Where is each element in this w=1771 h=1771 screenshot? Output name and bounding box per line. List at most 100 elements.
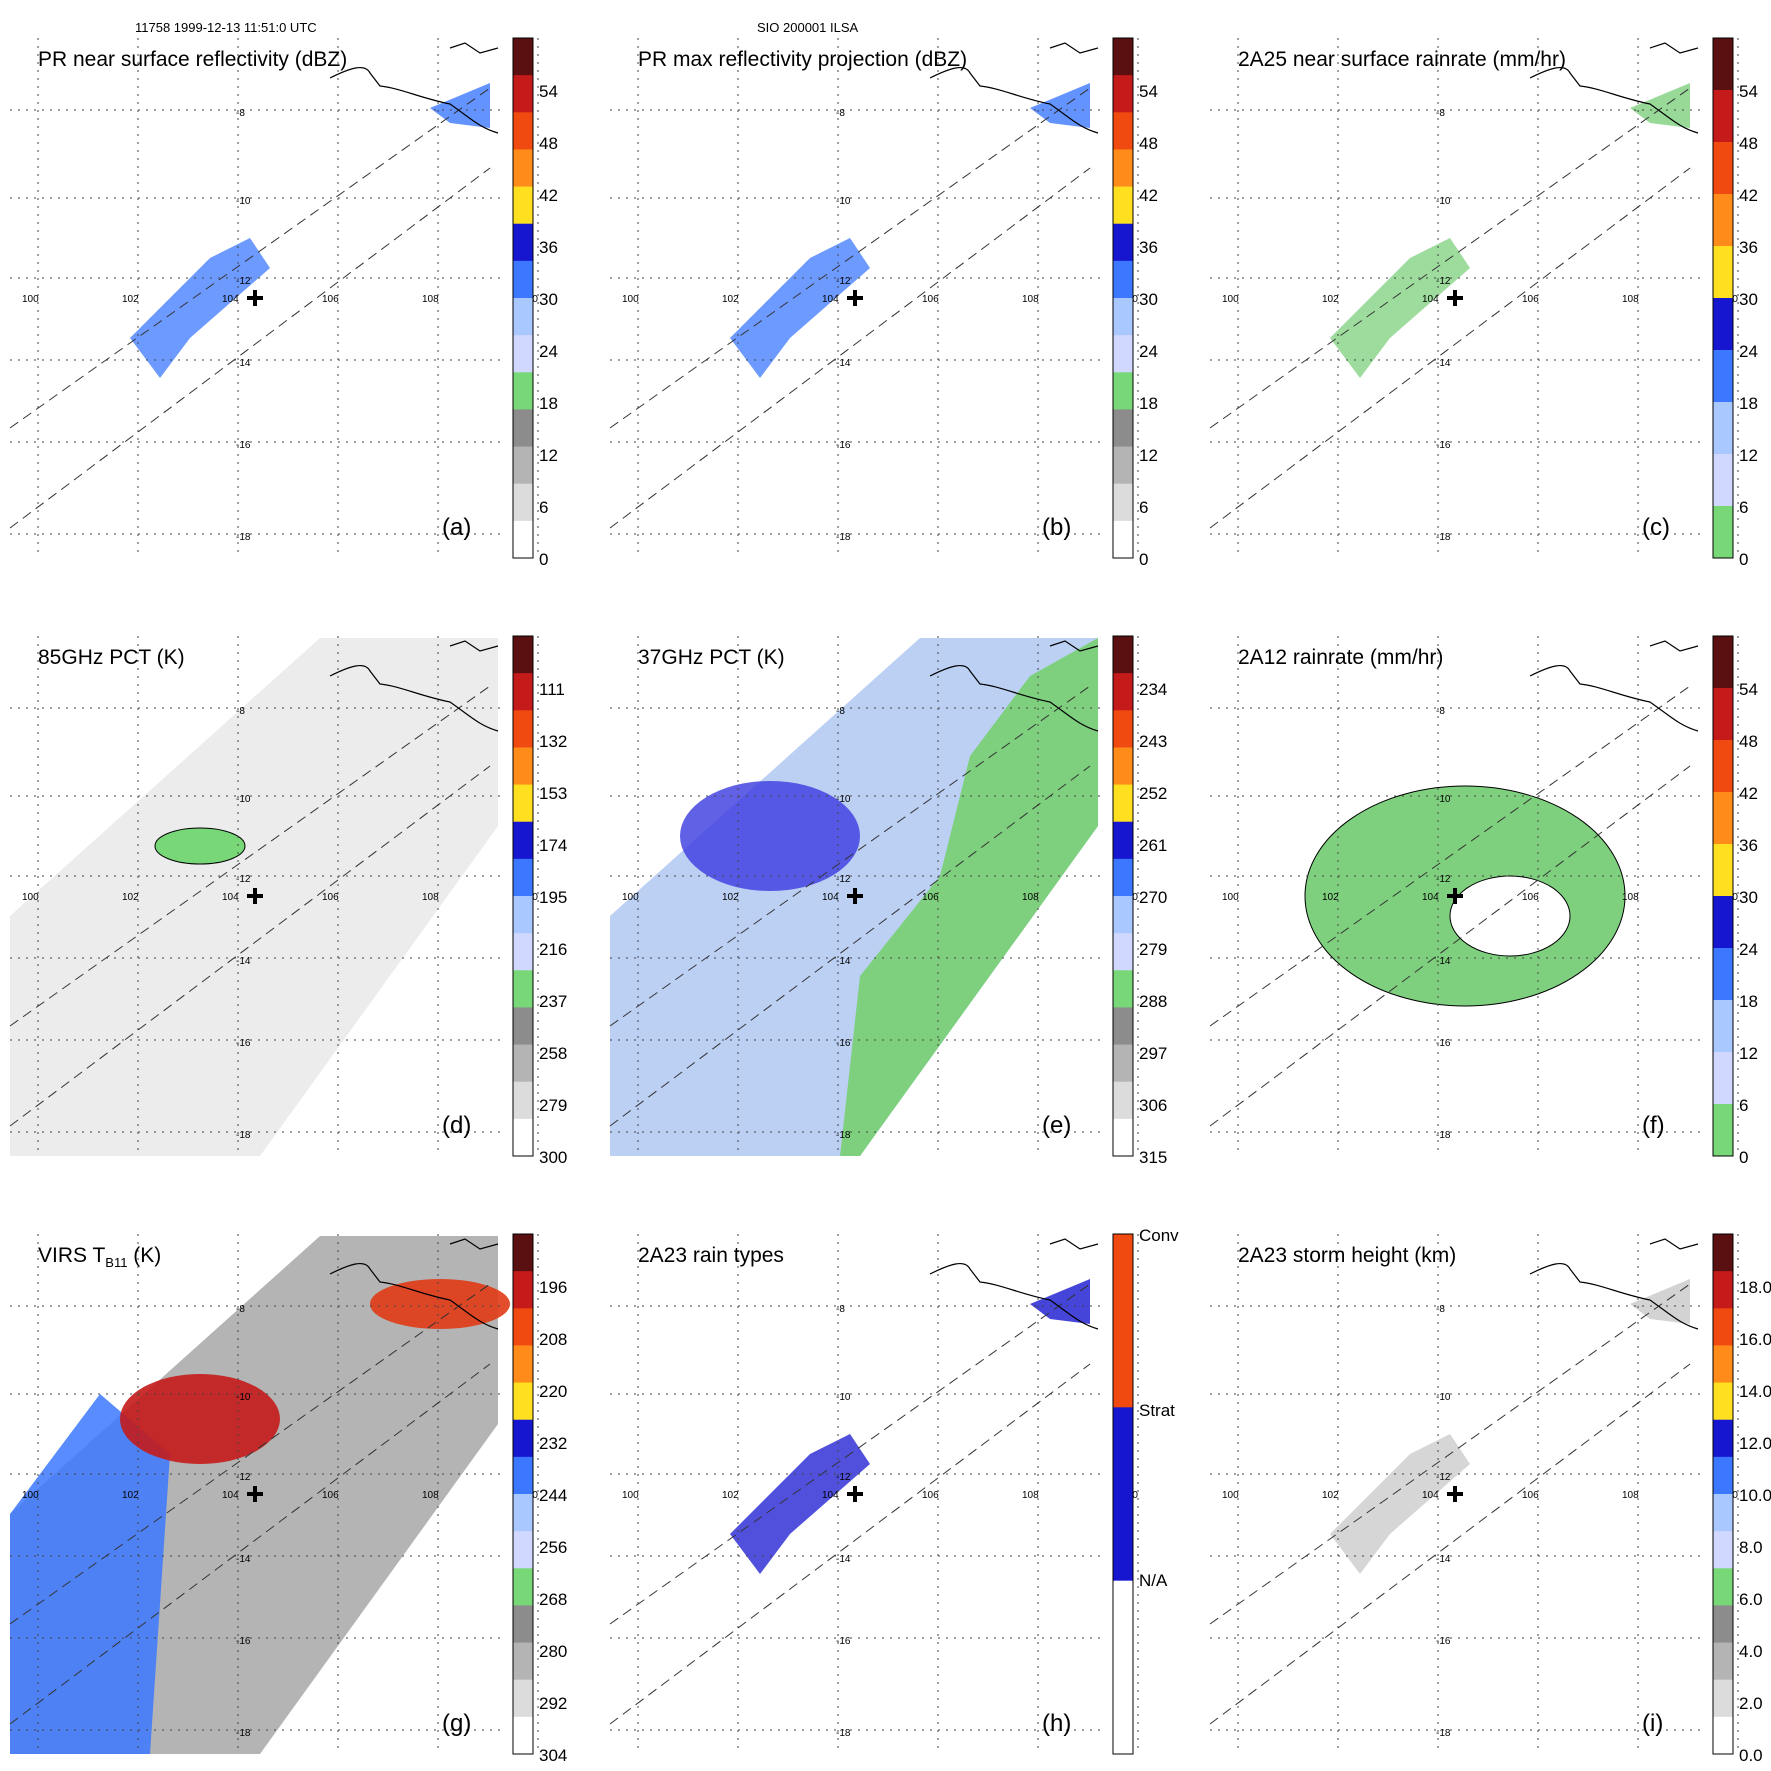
colorbar-tick-label: 196 (539, 1278, 567, 1297)
swath-edge-upper (1209, 87, 1691, 429)
colorbar-segment (1713, 636, 1733, 689)
rain-echoes-north (1630, 1279, 1690, 1324)
colorbar-segment (1113, 1118, 1133, 1157)
colorbar-tick-label: 4.0 (1739, 1642, 1763, 1661)
colorbar-tick-label: 24 (539, 342, 558, 361)
colorbar-segment (1113, 1407, 1133, 1582)
lon-label: 100 (622, 294, 639, 305)
colorbar-segment (513, 747, 533, 786)
colorbar-tick-label: 54 (539, 82, 558, 101)
colorbar-segment (513, 1679, 533, 1718)
colorbar-frame (1112, 635, 1134, 1157)
colorbar-segment (1713, 454, 1733, 507)
lon-label: 100 (622, 892, 639, 903)
lon-label: 104 (822, 294, 839, 305)
coastline (929, 640, 1099, 732)
lat-label: -16 (236, 440, 251, 451)
colorbar-tick-label: 16.0 (1739, 1330, 1771, 1349)
colorbar-segment (1713, 896, 1733, 949)
colorbar-segment (1713, 38, 1733, 91)
colorbar-tick-label: 292 (539, 1694, 567, 1713)
rain-echoes-north (1030, 83, 1090, 128)
colorbar-segment (513, 933, 533, 971)
colorbar-segment (513, 1568, 533, 1606)
lon-label: 104 (222, 892, 239, 903)
colorbar-tick-label: 42 (539, 186, 558, 205)
colorbar-frame (1712, 635, 1734, 1157)
colorbar-segment (513, 409, 533, 448)
panel-label: (e) (1042, 1112, 1071, 1139)
colorbar-segment (1713, 948, 1733, 1001)
colorbar-tick-label: 42 (1139, 186, 1158, 205)
colorbar-tick-label: 315 (1139, 1148, 1167, 1167)
panel-label: (h) (1042, 1710, 1071, 1737)
lon-label: 108 (1022, 1490, 1039, 1501)
colorbar-tick-label: 300 (539, 1148, 567, 1167)
lat-label: -14 (836, 1554, 851, 1565)
lat-label: -10 (836, 794, 851, 805)
panel-i: 100102104106108110-8-10-12-14-16-182A23 … (1209, 1233, 1771, 1765)
colorbar-segment (1113, 186, 1133, 225)
lat-label: -10 (236, 794, 251, 805)
panel-title: VIRS TB11 (K) (38, 1244, 161, 1270)
colorbar-segment (1113, 896, 1133, 934)
colorbar-tick-label: 270 (1139, 888, 1167, 907)
swath-edge-upper (1209, 685, 1691, 1027)
colorbar-tick-label: 36 (539, 238, 558, 257)
lon-label: 106 (322, 294, 339, 305)
lon-label: 102 (1322, 294, 1339, 305)
lon-label: 104 (1422, 892, 1439, 903)
rain-echoes-north (1630, 83, 1690, 128)
lon-label: 106 (922, 294, 939, 305)
lat-label: -12 (1436, 1472, 1451, 1483)
panel-title: 2A25 near surface rainrate (mm/hr) (1238, 48, 1566, 71)
colorbar-segment (513, 260, 533, 299)
lon-label: 108 (422, 892, 439, 903)
colorbar-tick-label: 297 (1139, 1044, 1167, 1063)
colorbar-tick-label: 0 (539, 550, 548, 569)
colorbar-segment (513, 710, 533, 748)
lon-label: 108 (422, 1490, 439, 1501)
colorbar-segment (1113, 483, 1133, 522)
lon-label: 104 (1422, 294, 1439, 305)
colorbar-segment (1713, 350, 1733, 403)
colorbar-tick-label: 18.0 (1739, 1278, 1771, 1297)
panel-label: (i) (1642, 1710, 1663, 1737)
panel-title: 2A23 rain types (638, 1244, 784, 1267)
lat-label: -10 (836, 196, 851, 207)
colorbar-tick-label: 48 (1739, 134, 1758, 153)
colorbar-segment (513, 1044, 533, 1083)
storm-center-marker (847, 888, 863, 904)
lon-label: 108 (1622, 294, 1639, 305)
lat-label: -10 (1436, 196, 1451, 207)
scattering-region (154, 827, 246, 865)
lat-label: -18 (1436, 532, 1451, 543)
lat-label: -10 (236, 196, 251, 207)
colorbar-segment (1713, 142, 1733, 195)
colorbar-segment (1713, 1642, 1733, 1681)
colorbar-segment (513, 112, 533, 150)
panel-title-subscript: B11 (105, 1255, 127, 1270)
swath-edge-upper (9, 87, 491, 429)
colorbar-segment (513, 1007, 533, 1046)
lon-label: 100 (22, 892, 39, 903)
swath-edge-upper (9, 685, 491, 1027)
lat-label: -12 (1436, 874, 1451, 885)
colorbar-segment (513, 223, 533, 262)
colorbar-segment (1113, 1081, 1133, 1120)
lat-label: -14 (236, 358, 251, 369)
lat-label: -16 (836, 1636, 851, 1647)
colorbar-segment (1713, 1000, 1733, 1053)
colorbar-segment (1713, 1605, 1733, 1644)
colorbar-tick-label: 220 (539, 1382, 567, 1401)
colorbar-tick-label: 36 (1139, 238, 1158, 257)
colorbar-segment (513, 1531, 533, 1569)
colorbar-segment (1713, 1531, 1733, 1569)
lat-label: -10 (1436, 794, 1451, 805)
lat-label: -10 (236, 1392, 251, 1403)
colorbar-tick-label: 54 (1139, 82, 1158, 101)
rain-gap (1449, 875, 1571, 957)
colorbar-tick-label: 12 (1739, 446, 1758, 465)
storm-center-marker (1447, 888, 1463, 904)
